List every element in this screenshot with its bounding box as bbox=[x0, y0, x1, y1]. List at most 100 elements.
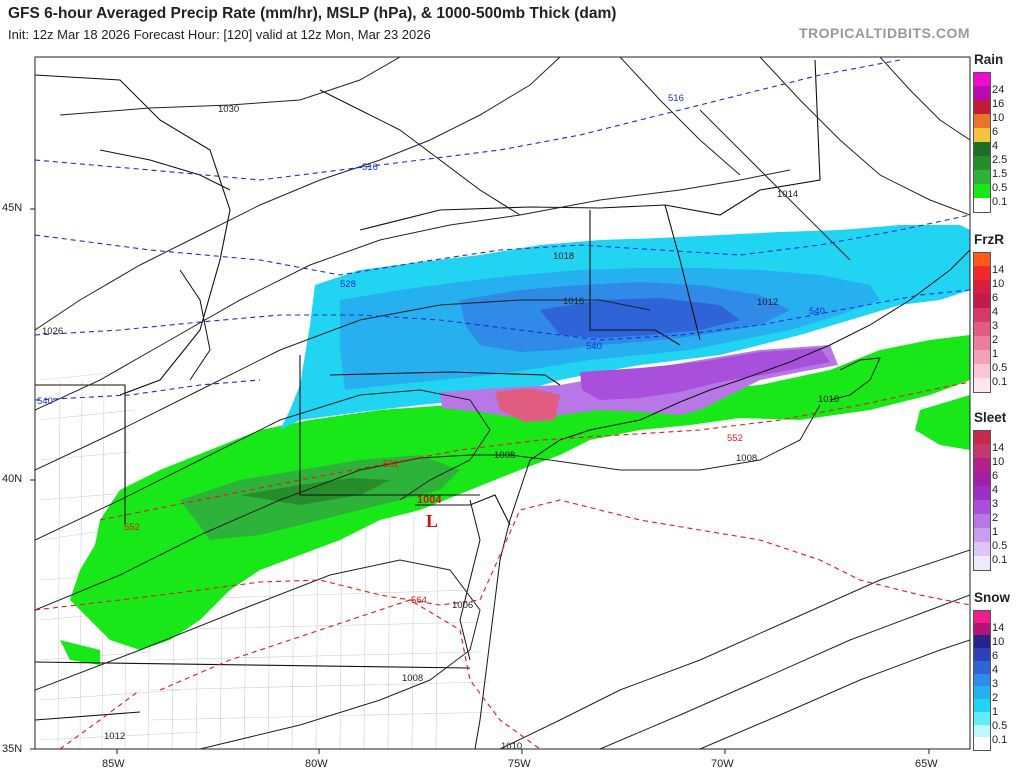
legend-level-label: 1 bbox=[992, 348, 999, 360]
legend-swatch bbox=[973, 724, 991, 738]
isobar-label: 1026 bbox=[42, 326, 63, 337]
legend-swatch bbox=[973, 635, 991, 649]
legend-level-label: 0.1 bbox=[992, 376, 1008, 388]
legend-swatch bbox=[973, 514, 991, 528]
isobar-label: 1016 bbox=[563, 296, 584, 307]
legend-swatch bbox=[973, 280, 991, 294]
legend-swatch bbox=[973, 252, 991, 267]
lon-label: 75W bbox=[508, 758, 531, 770]
legend-swatch bbox=[973, 686, 991, 700]
thickness-label: 552 bbox=[383, 459, 399, 470]
thickness-label-group-warm: 552 552 552 564 bbox=[124, 433, 743, 606]
axis-ticks bbox=[30, 208, 930, 754]
isobar-label: 1030 bbox=[218, 104, 239, 115]
legend-swatch bbox=[973, 72, 991, 87]
legend-level-label: 14 bbox=[992, 264, 1005, 276]
isobar-label: 1008 bbox=[494, 450, 515, 461]
legend-level-label: 0.5 bbox=[992, 540, 1008, 552]
legend-level-label: 1 bbox=[992, 526, 999, 538]
legend-level-label: 0.1 bbox=[992, 554, 1008, 566]
isobar-label: 1010 bbox=[501, 741, 522, 752]
legend-swatch bbox=[973, 100, 991, 114]
legend-title: Rain bbox=[974, 52, 1004, 67]
legend-swatch bbox=[973, 648, 991, 662]
legend-swatch bbox=[973, 699, 991, 713]
legend-level-label: 6 bbox=[992, 292, 999, 304]
lat-label: 45N bbox=[2, 202, 23, 214]
legend-level-label: 3 bbox=[992, 498, 999, 510]
legend-level-label: 10 bbox=[992, 112, 1005, 124]
thickness-label-group: 516 516 528 540 540 540 bbox=[37, 93, 825, 407]
rain-legend: Rain 24 16 10 6 4 2.5 1.5 0.5 0.1 bbox=[973, 50, 1024, 215]
map-frame bbox=[34, 56, 971, 750]
legend-swatch bbox=[973, 472, 991, 486]
legend-level-label: 0.5 bbox=[992, 182, 1008, 194]
legend-swatch bbox=[973, 622, 991, 636]
map-subtitle: Init: 12z Mar 18 2026 Forecast Hour: [12… bbox=[8, 27, 431, 42]
legend-swatch bbox=[973, 322, 991, 336]
legend-level-label: 16 bbox=[992, 98, 1005, 110]
legend-level-label: 1.5 bbox=[992, 168, 1008, 180]
coastlines bbox=[99, 89, 970, 749]
legend-level-label: 6 bbox=[992, 650, 999, 662]
legend-swatch bbox=[973, 500, 991, 514]
legend-swatch bbox=[973, 156, 991, 170]
legend-level-label: 4 bbox=[992, 140, 999, 152]
legend-swatch bbox=[973, 660, 991, 674]
thickness-label: 516 bbox=[362, 162, 378, 173]
legend-level-label: 4 bbox=[992, 664, 999, 676]
legend-swatch bbox=[973, 610, 991, 624]
legend-level-label: 2 bbox=[992, 512, 999, 524]
lon-label: 70W bbox=[711, 758, 734, 770]
lat-label: 40N bbox=[2, 473, 23, 485]
legend-level-label: 2 bbox=[992, 334, 999, 346]
legend-swatch bbox=[973, 542, 991, 556]
legend-swatch bbox=[973, 128, 991, 142]
legend-swatch bbox=[973, 364, 991, 378]
legend-swatch bbox=[973, 86, 991, 100]
legend-level-label: 10 bbox=[992, 636, 1005, 648]
legend-swatch bbox=[973, 378, 991, 393]
legend-level-label: 0.5 bbox=[992, 720, 1008, 732]
snow-legend: Snow 14 10 6 4 3 2 1 0.5 0.1 bbox=[973, 588, 1024, 753]
legend-level-label: 2.5 bbox=[992, 154, 1008, 166]
legend-title: FrzR bbox=[974, 232, 1004, 247]
isobar-label: 1012 bbox=[757, 297, 778, 308]
legend-title: Snow bbox=[974, 590, 1010, 605]
isobar-label: 1010 bbox=[818, 394, 839, 405]
low-pressure-symbol: L bbox=[426, 511, 438, 531]
isobar-label: 1006 bbox=[452, 600, 473, 611]
thickness-label: 552 bbox=[727, 433, 743, 444]
legend-level-label: 0.5 bbox=[992, 362, 1008, 374]
legend-title: Sleet bbox=[974, 410, 1007, 425]
legend-swatch bbox=[973, 737, 991, 752]
isobar-label: 1008 bbox=[402, 673, 423, 684]
legend-swatch bbox=[973, 184, 991, 198]
thickness-label: 540 bbox=[809, 306, 825, 317]
isobar-label: 1008 bbox=[736, 453, 757, 464]
legend-level-label: 14 bbox=[992, 622, 1005, 634]
isobars bbox=[35, 57, 970, 749]
legend-level-label: 6 bbox=[992, 470, 999, 482]
isobar-label: 1012 bbox=[104, 731, 125, 742]
low-pressure-center: 1004 L bbox=[417, 494, 442, 531]
thickness-label: 564 bbox=[411, 595, 427, 606]
legend-swatch bbox=[973, 266, 991, 280]
legend-level-label: 3 bbox=[992, 320, 999, 332]
thickness-label: 516 bbox=[668, 93, 684, 104]
legend-swatch bbox=[973, 336, 991, 350]
legend-level-label: 24 bbox=[992, 84, 1005, 96]
legend-level-label: 4 bbox=[992, 306, 999, 318]
legend-swatch bbox=[973, 528, 991, 542]
map-title: GFS 6-hour Averaged Precip Rate (mm/hr),… bbox=[8, 5, 617, 22]
legend-swatch bbox=[973, 486, 991, 500]
lon-label: 85W bbox=[102, 758, 125, 770]
legend-swatch bbox=[973, 114, 991, 128]
legend-level-label: 2 bbox=[992, 692, 999, 704]
political-borders bbox=[35, 59, 821, 721]
isobar-label-group: 1030 1026 1018 1016 1014 1012 1010 1008 … bbox=[42, 104, 839, 752]
legend-swatch bbox=[973, 444, 991, 458]
thickness-label: 540 bbox=[37, 396, 53, 407]
lon-label: 80W bbox=[305, 758, 328, 770]
